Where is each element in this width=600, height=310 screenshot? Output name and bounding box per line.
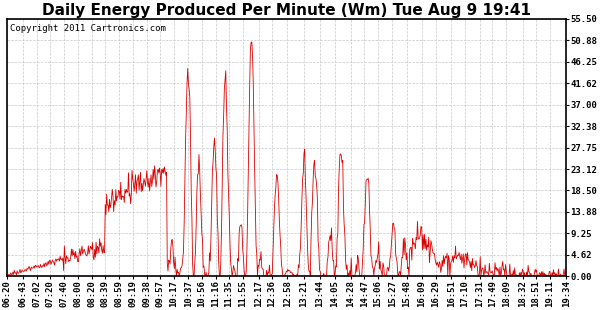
Title: Daily Energy Produced Per Minute (Wm) Tue Aug 9 19:41: Daily Energy Produced Per Minute (Wm) Tu… <box>42 3 531 18</box>
Text: Copyright 2011 Cartronics.com: Copyright 2011 Cartronics.com <box>10 24 166 33</box>
